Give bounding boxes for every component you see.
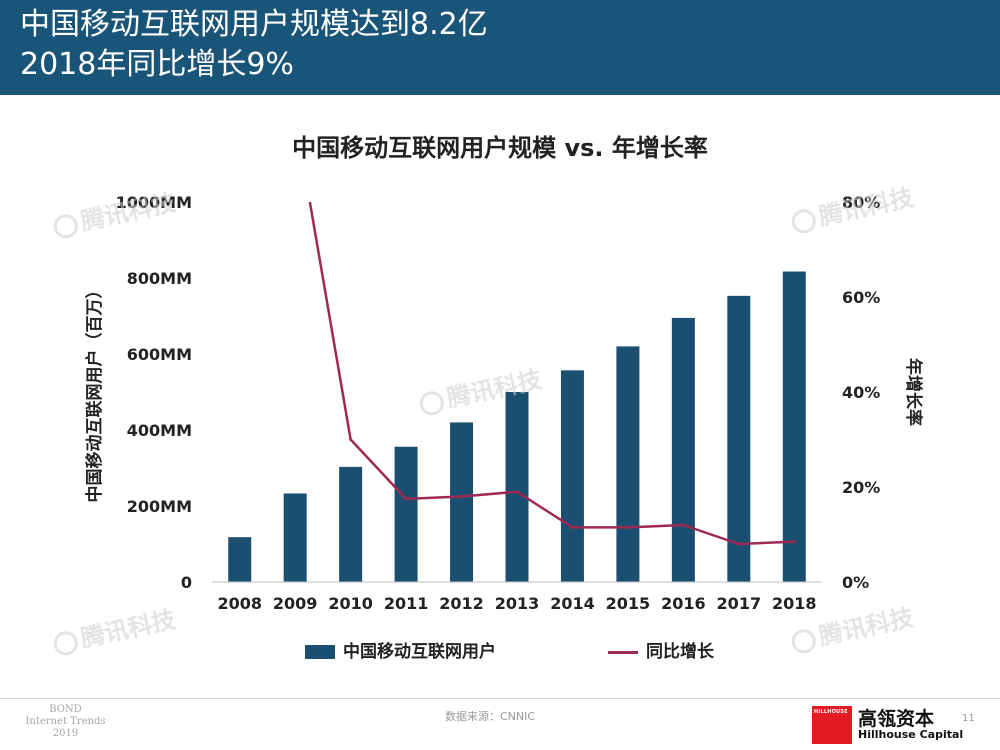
growth-point [570,525,574,529]
growth-point [515,490,519,494]
bar [505,392,529,582]
footer-divider [0,698,1000,699]
bar [560,370,584,582]
y-right-tick-label: 20% [842,478,880,497]
growth-point [626,525,630,529]
chart-title: 中国移动互联网用户规模 vs. 年增长率 [292,134,708,162]
hillhouse-logo: HILLHOUSE [812,706,852,744]
x-tick-label: 2017 [717,594,762,613]
page-number: 11 [962,713,975,724]
bar [782,271,806,582]
y-right-tick-label: 60% [842,288,880,307]
watermark-logo-icon [51,212,81,241]
legend-line-swatch [608,650,638,654]
hillhouse-name-en: Hillhouse Capital [858,728,964,741]
x-tick-label: 2009 [273,594,318,613]
x-tick-label: 2018 [772,594,817,613]
watermark-logo-icon [51,629,81,658]
bar [228,537,252,582]
bar [394,446,418,582]
x-tick-label: 2010 [328,594,373,613]
growth-point [460,495,464,498]
bond-logo: BOND Internet Trends 2019 [25,704,106,739]
y-left-tick-label: 600MM [127,345,192,364]
watermark-logo-icon [417,389,447,418]
growth-line [308,202,795,546]
x-tick-label: 2014 [550,594,595,613]
legend-bar-swatch [305,645,335,659]
x-tick-label: 2008 [217,594,262,613]
bar [339,466,363,582]
legend-label-growth: 同比增长 [646,642,714,662]
x-tick-label: 2011 [384,594,429,613]
slide-title: 中国移动互联网用户规模达到8.2亿 [20,7,488,42]
legend-item-growth: 同比增长 [608,637,714,662]
watermark-logo-icon [789,627,819,656]
growth-point [681,523,685,527]
legend-label-users: 中国移动互联网用户 [343,642,496,662]
growth-point [737,542,741,546]
y-right-tick-label: 40% [842,383,880,402]
bar [671,317,695,582]
x-tick-label: 2012 [439,594,484,613]
hillhouse-name-cn: 高瓴资本 [858,708,935,730]
growth-point [404,497,408,501]
x-tick-label: 2013 [495,594,540,613]
bar [616,346,640,582]
source-note: 数据来源：CNNIC [445,710,536,723]
y-left-tick-label: 1000MM [116,193,192,212]
x-tick-label: 2015 [606,594,651,613]
y-right-tick-label: 80% [842,193,880,212]
y-right-tick-label: 0% [842,573,869,592]
y-left-tick-label: 0 [181,573,192,592]
y-left-tick-label: 400MM [127,421,192,440]
legend-item-users: 中国移动互联网用户 [305,637,496,662]
growth-point [792,540,796,544]
header-banner: 中国移动互联网用户规模达到8.2亿 2018年同比增长9% [0,0,1000,95]
y-right-axis-title: 年增长率 [903,358,924,426]
bar [450,422,474,582]
x-tick-label: 2016 [661,594,706,613]
growth-point [349,438,353,441]
bar [283,493,307,582]
y-left-tick-label: 800MM [127,269,192,288]
combo-chart: 2008 2009 2010 2011 2012 2013 2014 2015 2016 2017… [84,115,924,613]
growth-point [294,115,297,118]
slide-subtitle: 2018年同比增长9% [20,47,294,82]
y-left-axis-title: 中国移动互联网用户（百万） [84,282,105,503]
watermark-logo-icon [789,207,819,236]
y-left-tick-label: 200MM [127,497,192,516]
bar [727,295,751,582]
